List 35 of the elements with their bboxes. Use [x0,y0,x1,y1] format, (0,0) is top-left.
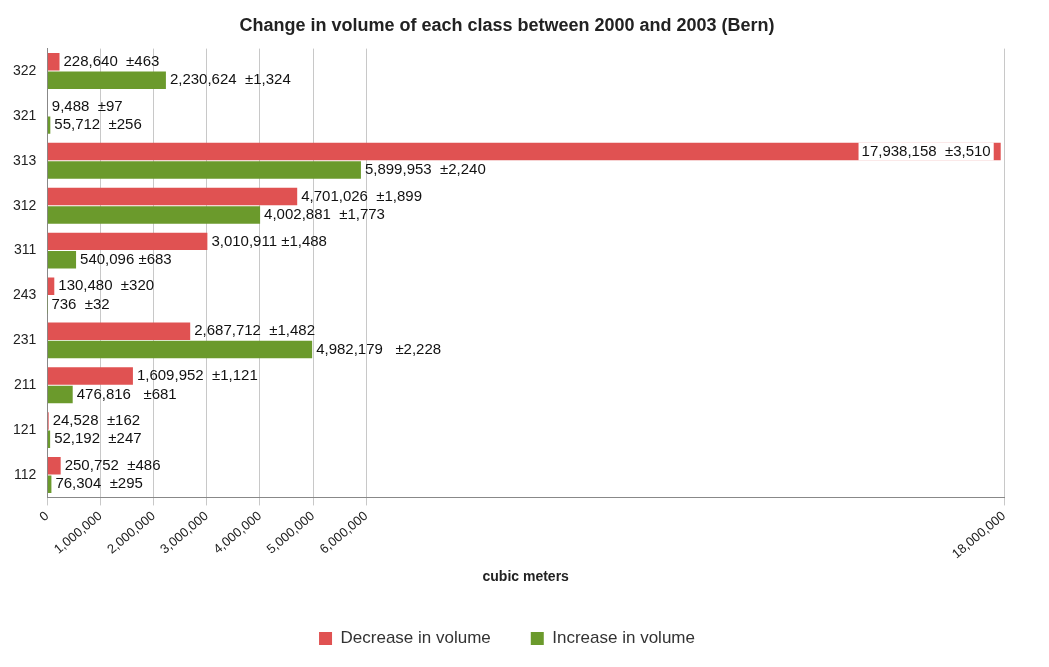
data-label: 17,938,158 ±3,510 [861,141,991,159]
y-tick-label: 231 [13,331,37,348]
data-label: 4,982,179 ±2,228 [316,339,442,357]
data-label: 2,687,712 ±1,482 [194,321,316,339]
chart-title: Change in volume of each class between 2000 and 2003 (Bern) [239,14,775,35]
data-label: 55,712 ±256 [54,115,142,133]
y-tick-label: 321 [13,106,37,123]
legend-label: Increase in volume [552,628,695,648]
data-label: 228,640 ±463 [63,51,160,69]
y-tick-label: 121 [13,420,37,437]
data-label: 4,002,881 ±1,773 [264,205,385,223]
data-label: 476,816 ±681 [76,384,177,402]
y-tick-label: 312 [13,196,37,213]
data-label: 130,480 ±320 [58,276,155,294]
data-label: 4,701,026 ±1,899 [301,186,423,204]
data-label: 24,528 ±162 [52,411,141,429]
data-label: 1,609,952 ±1,121 [136,366,258,384]
y-tick-label: 112 [14,465,37,482]
legend-label: Decrease in volume [340,628,491,648]
data-label: 2,230,624 ±1,324 [169,70,291,88]
y-tick-label: 211 [14,376,37,393]
data-label: 5,899,953 ±2,240 [364,160,486,178]
data-label: 250,752 ±486 [64,455,161,473]
x-axis-title: cubic meters [482,568,570,585]
y-tick-label: 243 [13,286,37,303]
data-label: 736 ±32 [51,294,110,312]
data-label: 3,010,911 ±1,488 [211,231,327,249]
data-label: 540,096 ±683 [80,249,172,267]
y-tick-label: 313 [13,151,37,168]
data-label: 9,488 ±97 [51,96,123,114]
y-tick-label: 311 [14,241,37,258]
data-label: 52,192 ±247 [54,429,142,447]
y-tick-label: 322 [13,61,37,78]
x-tick-label: 0 [36,507,52,525]
data-label: 76,304 ±295 [55,474,143,492]
